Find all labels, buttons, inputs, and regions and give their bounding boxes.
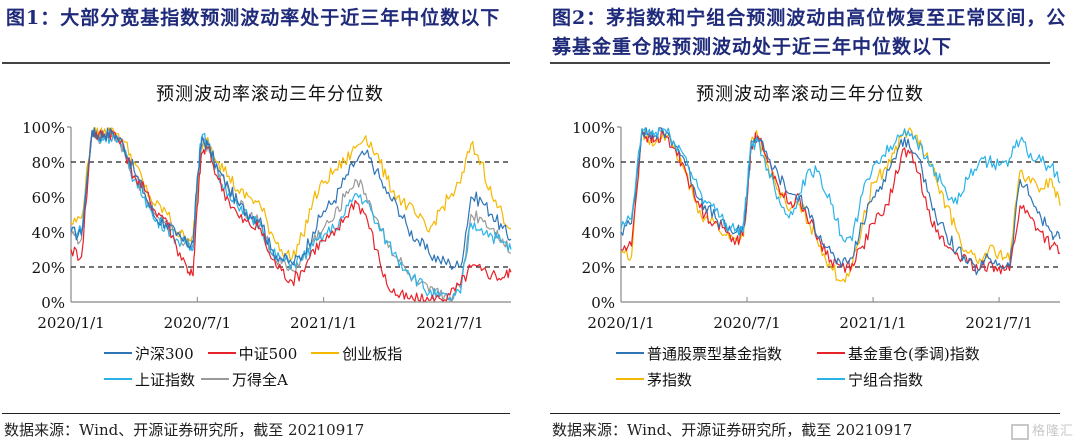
series-line-1 [620, 128, 1061, 275]
legend-label: 万得全A [232, 370, 288, 389]
legend-swatch [817, 378, 845, 380]
y-tick-label: 40% [32, 224, 65, 242]
figure-1-title-rule [2, 62, 510, 64]
legend-swatch [817, 352, 845, 354]
series-line-0 [70, 127, 512, 270]
x-tick-label: 2021/1/1 [839, 314, 906, 332]
x-tick-label: 2020/7/1 [713, 314, 780, 332]
x-tick-label: 2021/7/1 [965, 314, 1032, 332]
series-line-3 [620, 127, 1061, 243]
chart-1-legend-row-1: 沪深300 中证500 创业板指 [104, 342, 408, 364]
legend-item-mao: 茅指数 [616, 369, 811, 390]
legend-swatch [104, 378, 132, 380]
legend-swatch [201, 378, 230, 380]
figure-1-panel: 图1：大部分宽基指数预测波动率处于近三年中位数以下 预测波动率滚动三年分位数 0… [2, 7, 512, 439]
legend-item-cyb: 创业板指 [311, 343, 402, 364]
x-tick-label: 2020/7/1 [164, 314, 231, 332]
legend-swatch [616, 352, 644, 354]
y-tick-label: 0% [591, 294, 615, 312]
source-rule [2, 413, 510, 414]
figure-1-title: 图1：大部分宽基指数预测波动率处于近三年中位数以下 [6, 7, 501, 29]
y-tick-label: 60% [32, 189, 65, 207]
legend-item-hs300: 沪深300 [104, 343, 194, 364]
series-line-1 [70, 129, 512, 302]
legend-swatch [104, 352, 132, 354]
figure-2-panel: 图2：茅指数和宁组合预测波动由高位恢复至正常区间，公募基金重仓股预测波动处于近三… [540, 0, 1080, 442]
legend-label: 宁组合指数 [848, 370, 924, 389]
legend-label: 创业板指 [342, 344, 403, 363]
chart-1-legend-row-2: 上证指数 万得全A [104, 368, 294, 390]
figure-1-source: 数据来源：Wind、开源证券研究所，截至 20210917 [4, 421, 365, 439]
legend-label: 上证指数 [135, 370, 196, 389]
series-line-2 [70, 127, 512, 261]
x-tick-label: 2021/7/1 [416, 314, 483, 332]
chart-1-plot: 0% 20% 40% 60% 80% 100% 2020/1/1 2020/7/1 2021/1… [22, 119, 512, 332]
legend-label: 沪深300 [135, 344, 194, 363]
figure-2-source: 数据来源：Wind、开源证券研究所，截至 20210917 [552, 421, 913, 439]
y-tick-label: 100% [22, 119, 65, 137]
legend-label: 中证500 [238, 344, 298, 363]
legend-label: 普通股票型基金指数 [647, 344, 783, 363]
series-line-2 [620, 127, 1061, 283]
legend-item-sz: 上证指数 [104, 369, 195, 390]
series-line-0 [620, 127, 1061, 276]
x-tick-label: 2020/1/1 [37, 314, 104, 332]
figure-2-title: 图2：茅指数和宁组合预测波动由高位恢复至正常区间，公募基金重仓股预测波动处于近三… [552, 7, 1067, 58]
watermark-logo: 格隆汇 [1010, 420, 1074, 440]
x-tick-label: 2020/1/1 [587, 314, 654, 332]
chart-2-plot: 0% 20% 40% 60% 80% 100% 2020/1/1 2020/7/1 2021/1… [572, 119, 1061, 332]
series-line-3 [70, 131, 512, 301]
y-tick-label: 100% [572, 119, 615, 137]
legend-swatch [311, 352, 340, 354]
legend-item-wind-a: 万得全A [201, 369, 288, 390]
legend-item-zz500: 中证500 [207, 343, 298, 364]
chart-2-legend-row-2: 茅指数 宁组合指数 [616, 368, 929, 390]
legend-item-ning: 宁组合指数 [817, 369, 923, 390]
chart-2-legend-row-1: 普通股票型基金指数 基金重仓(季调)指数 [616, 342, 986, 364]
watermark-icon [1010, 423, 1029, 440]
y-tick-label: 40% [582, 224, 615, 242]
legend-swatch [207, 352, 236, 354]
legend-item-equity-fund: 普通股票型基金指数 [616, 343, 811, 364]
legend-item-heavy-holdings: 基金重仓(季调)指数 [817, 343, 980, 364]
chart-1-title: 预测波动率滚动三年分位数 [156, 84, 384, 105]
x-tick-label: 2021/1/1 [290, 314, 357, 332]
chart-2-title: 预测波动率滚动三年分位数 [696, 84, 924, 105]
y-tick-label: 20% [582, 259, 615, 277]
legend-label: 基金重仓(季调)指数 [848, 344, 980, 363]
figure-2-title-rule [550, 62, 1050, 64]
source-rule [550, 413, 1060, 414]
y-tick-label: 20% [32, 259, 65, 277]
legend-label: 茅指数 [647, 370, 693, 389]
y-tick-label: 80% [32, 154, 65, 172]
y-tick-label: 60% [582, 189, 615, 207]
legend-swatch [616, 378, 644, 380]
series-line-4 [70, 128, 512, 302]
y-tick-label: 0% [41, 294, 65, 312]
y-tick-label: 80% [582, 154, 615, 172]
